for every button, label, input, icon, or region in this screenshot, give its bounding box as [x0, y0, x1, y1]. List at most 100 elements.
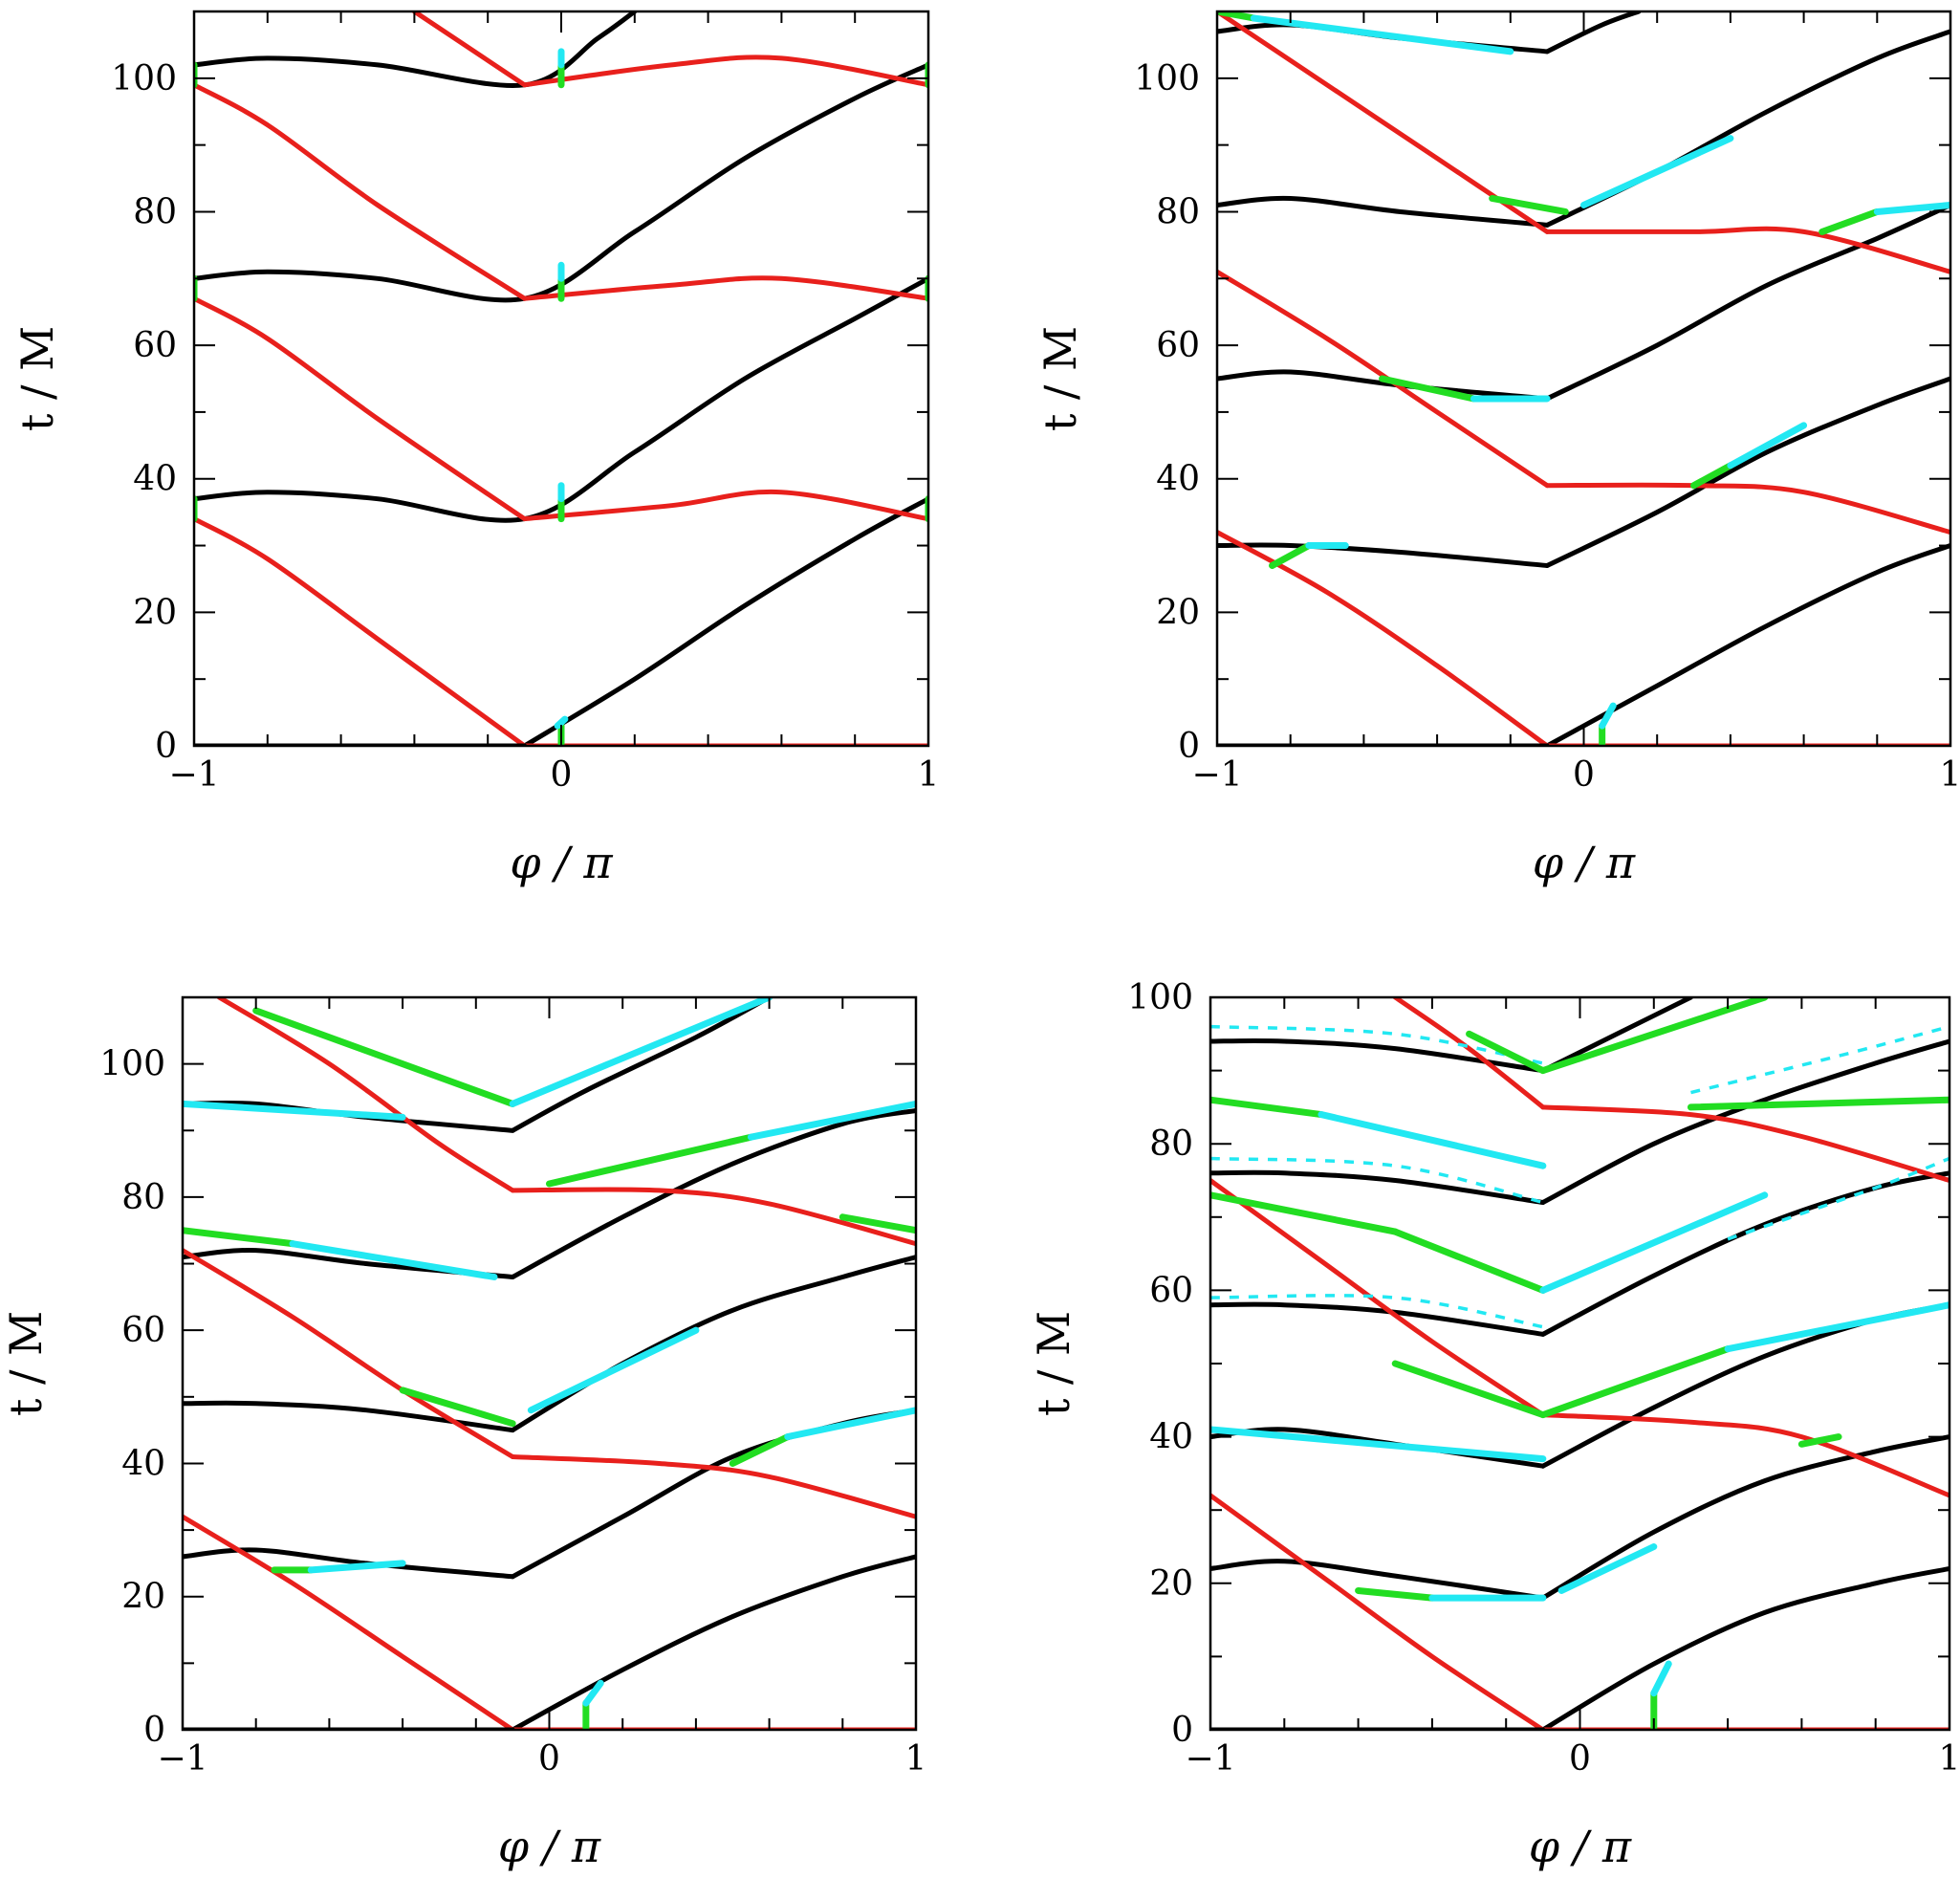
- x-axis-title: φ / π: [1529, 1821, 1632, 1872]
- y-axis-title: t / M: [11, 326, 63, 431]
- y-tick-label: 40: [121, 1444, 165, 1483]
- x-axis-title: φ / π: [510, 837, 613, 888]
- marker-green: [1489, 194, 1569, 215]
- marker-green: [1687, 1096, 1949, 1111]
- marker-cyan: [1724, 1301, 1949, 1353]
- series-red-1: [183, 1514, 515, 1730]
- x-tick-label: 1: [1939, 1739, 1960, 1779]
- series-red-2b: [1544, 482, 1950, 535]
- series-black-1: [1544, 543, 1950, 746]
- series-red-5: [194, 82, 528, 301]
- marker-green: [1391, 1360, 1547, 1419]
- marker-cyan: [784, 1407, 916, 1441]
- dashed-curve: [1210, 1156, 1544, 1205]
- y-tick-label: 0: [1178, 727, 1200, 766]
- marker-green: [1379, 375, 1477, 403]
- dashed-curve: [1210, 1294, 1544, 1329]
- y-tick-label: 80: [121, 1178, 165, 1217]
- x-axis-title: φ / π: [498, 1821, 601, 1872]
- series-black-2b: [1540, 1434, 1949, 1601]
- y-tick-label: 0: [155, 727, 177, 766]
- y-tick-label: 80: [1156, 192, 1200, 231]
- series-black-2: [1217, 542, 1550, 568]
- y-axis-title: t / M: [1028, 1311, 1079, 1416]
- marker-green: [1539, 1345, 1731, 1419]
- y-tick-label: 100: [111, 59, 177, 98]
- y-tick-label: 80: [1149, 1125, 1193, 1164]
- marker-green: [399, 1387, 516, 1428]
- marker-green: [1466, 1030, 1547, 1075]
- series-red-3: [194, 295, 528, 522]
- marker-cyan: [1250, 14, 1514, 55]
- series-black-5b: [1540, 1038, 1949, 1205]
- series-black-5b: [510, 997, 773, 1133]
- series-black-3b: [1540, 1302, 1949, 1469]
- y-axis-title: t / M: [0, 1311, 52, 1416]
- y-tick-label: 60: [1156, 326, 1200, 365]
- marker-green: [546, 1133, 754, 1188]
- series-red-3: [216, 997, 515, 1193]
- marker-cyan: [1210, 1426, 1547, 1463]
- series-black-2b: [510, 1408, 916, 1580]
- y-tick-label: 100: [99, 1045, 165, 1084]
- series-black-4: [194, 11, 638, 88]
- series-red-2: [183, 1248, 515, 1459]
- series-black-1: [522, 496, 928, 746]
- series-black-1: [510, 1554, 916, 1730]
- marker-cyan: [1580, 135, 1734, 208]
- x-tick-label: 1: [918, 755, 940, 795]
- series-red-2: [1210, 1178, 1546, 1418]
- series-black-4b: [1540, 1170, 1949, 1337]
- series-red-3b: [1540, 1104, 1949, 1183]
- marker-green: [1391, 1228, 1547, 1294]
- series-black-3: [194, 62, 928, 303]
- series-black-4: [1210, 1301, 1546, 1337]
- marker-cyan: [1318, 1111, 1547, 1169]
- marker-cyan: [747, 1100, 916, 1141]
- marker-cyan: [1727, 422, 1808, 470]
- x-tick-label: −1: [1185, 1739, 1235, 1779]
- marker-cyan: [289, 1240, 498, 1280]
- dashed-curve: [1210, 1024, 1544, 1065]
- marker-green: [1539, 997, 1769, 1075]
- series-black-1: [1540, 1566, 1949, 1730]
- series-red-7: [411, 11, 528, 88]
- x-tick-label: 1: [905, 1739, 927, 1779]
- plot-frame: [192, 10, 930, 748]
- marker-green: [838, 1213, 916, 1234]
- marker-cyan: [509, 997, 773, 1107]
- marker-green: [1269, 542, 1313, 569]
- series-black-2: [194, 275, 928, 523]
- y-tick-label: 80: [133, 192, 177, 231]
- series-black-4: [1217, 195, 1550, 228]
- marker-green: [1690, 462, 1734, 490]
- series-red-2b: [510, 1454, 916, 1519]
- series-red-1: [1217, 530, 1550, 746]
- series-red-1: [1210, 1493, 1546, 1730]
- series-red-6: [522, 55, 928, 88]
- x-tick-label: 0: [1573, 755, 1595, 795]
- y-tick-label: 40: [133, 460, 177, 499]
- series-black-2: [183, 1547, 515, 1580]
- marker-green: [252, 1007, 516, 1107]
- plot-area: [194, 11, 928, 746]
- x-tick-label: 1: [1940, 755, 1960, 795]
- marker-green: [1818, 207, 1881, 235]
- y-tick-label: 60: [121, 1311, 165, 1350]
- y-tick-label: 20: [1149, 1564, 1193, 1604]
- marker-green: [183, 1227, 296, 1248]
- y-tick-label: 0: [143, 1711, 165, 1750]
- plot-area: [1217, 11, 1950, 746]
- marker-cyan: [1873, 201, 1950, 215]
- marker-cyan: [307, 1560, 406, 1574]
- series-black-3: [1217, 369, 1550, 402]
- x-tick-label: 0: [551, 755, 573, 795]
- y-tick-label: 20: [121, 1578, 165, 1617]
- series-black-3b: [510, 1255, 916, 1433]
- y-tick-label: 20: [133, 593, 177, 632]
- x-tick-label: 0: [1569, 1739, 1591, 1779]
- series-red-3b: [510, 1187, 916, 1247]
- x-tick-label: 0: [538, 1739, 560, 1779]
